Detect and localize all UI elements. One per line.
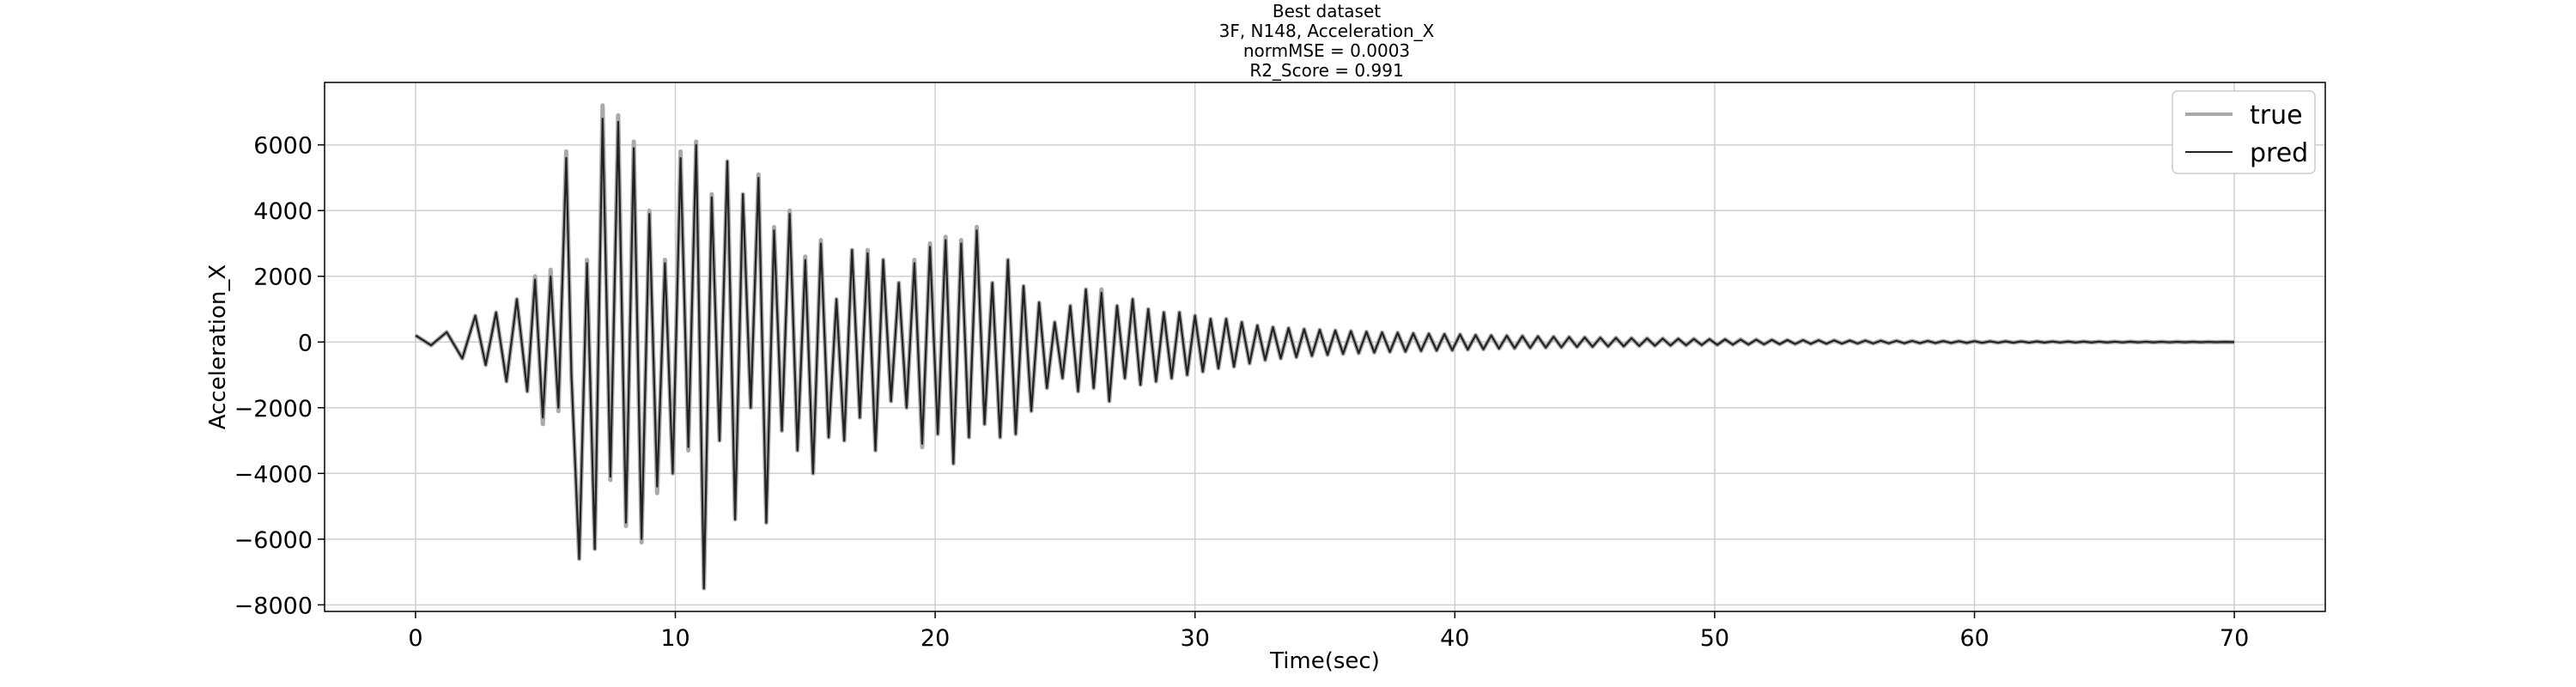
legend: true pred [2172,90,2316,174]
y-tick-label: 6000 [253,133,313,160]
y-tick-label: −4000 [234,461,313,488]
legend-label-pred: pred [2250,138,2308,168]
y-tick-label: 4000 [253,198,313,225]
y-ticks: −8000 −6000 −4000 −2000 0 2000 4000 6000 [234,133,325,619]
y-tick-label: 0 [298,330,313,356]
x-tick-label: 60 [1959,625,1989,652]
x-tick-label: 30 [1181,625,1210,652]
axes-frame [324,82,2326,612]
grid [325,82,2325,611]
x-axis-label: Time(sec) [1269,648,1380,674]
title-line-2: 3F, N148, Acceleration_X [1219,21,1435,41]
legend-label-true: true [2250,100,2303,131]
x-tick-label: 0 [408,625,422,652]
x-tick-label: 50 [1700,625,1729,652]
x-tick-label: 70 [2220,625,2249,652]
series-pred [415,117,2235,590]
y-tick-label: −2000 [234,396,313,423]
y-tick-label: −8000 [234,593,313,619]
x-tick-label: 20 [920,625,950,652]
title-line-1: Best dataset [1273,1,1381,21]
x-tick-label: 10 [660,625,690,652]
series-line-pred [415,117,2235,590]
x-ticks: 0 10 20 30 40 50 60 70 [408,611,2249,652]
y-axis-label: Acceleration_X [205,264,231,429]
y-tick-label: −6000 [234,527,313,554]
title-line-4: R2_Score = 0.991 [1249,60,1403,81]
title-line-3: normMSE = 0.0003 [1243,40,1410,61]
x-tick-label: 40 [1440,625,1469,652]
chart-title: Best dataset 3F, N148, Acceleration_X no… [1219,1,1435,81]
y-tick-label: 2000 [253,264,313,291]
